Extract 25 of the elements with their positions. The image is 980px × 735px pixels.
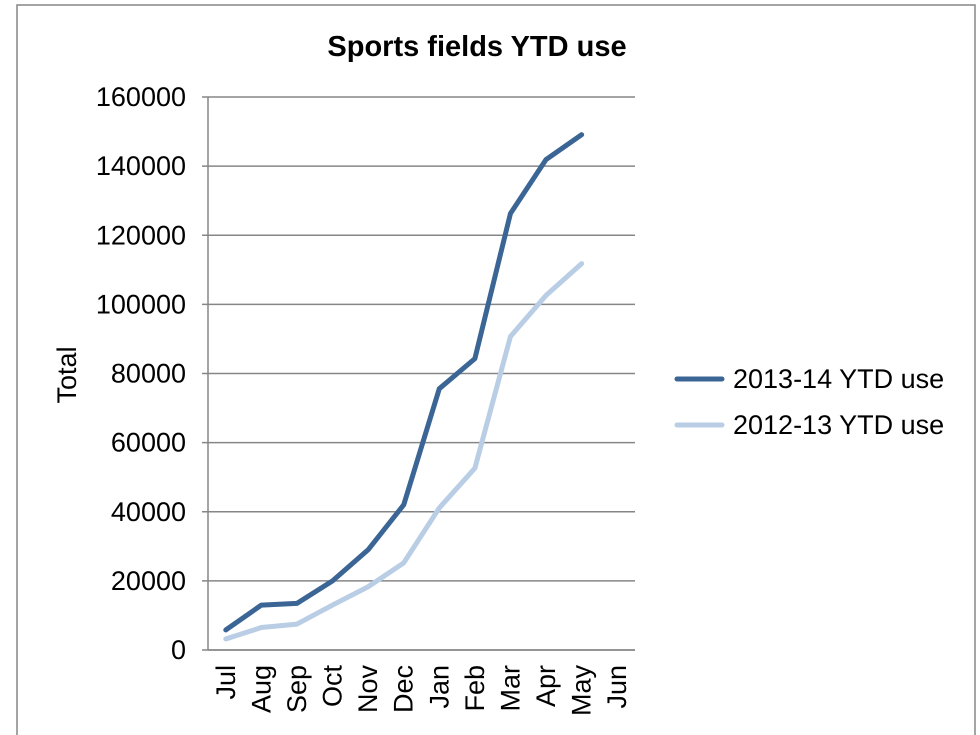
y-tick-label: 20000 [110, 566, 186, 596]
x-tick-label: Apr [531, 665, 562, 708]
legend-label: 2013-14 YTD use [733, 364, 944, 394]
y-tick-label: 120000 [96, 220, 186, 250]
x-tick-label: Feb [460, 665, 490, 712]
y-tick-label: 80000 [110, 358, 186, 388]
legend-label: 2012-13 YTD use [733, 410, 944, 440]
x-tick-label: Sep [282, 665, 312, 714]
x-tick-label: Oct [318, 664, 348, 708]
y-axis-title: Total [52, 346, 82, 404]
x-tick-label: Jan [424, 665, 454, 709]
x-tick-label: Jun [602, 665, 632, 709]
y-tick-label: 160000 [96, 82, 186, 112]
x-tick-label: Nov [353, 664, 384, 714]
y-tick-label: 40000 [110, 496, 186, 527]
x-tick-label: Aug [246, 665, 276, 714]
y-tick-label: 0 [170, 635, 186, 665]
x-tick-label: Dec [388, 665, 419, 714]
y-tick-label: 140000 [96, 151, 186, 182]
x-tick-label: Jul [210, 665, 241, 700]
x-tick-label: Mar [495, 664, 526, 712]
x-tick-label: May [566, 664, 597, 716]
y-tick-label: 100000 [96, 289, 186, 320]
chart-title: Sports fields YTD use [327, 31, 627, 63]
y-tick-label: 60000 [110, 428, 186, 458]
